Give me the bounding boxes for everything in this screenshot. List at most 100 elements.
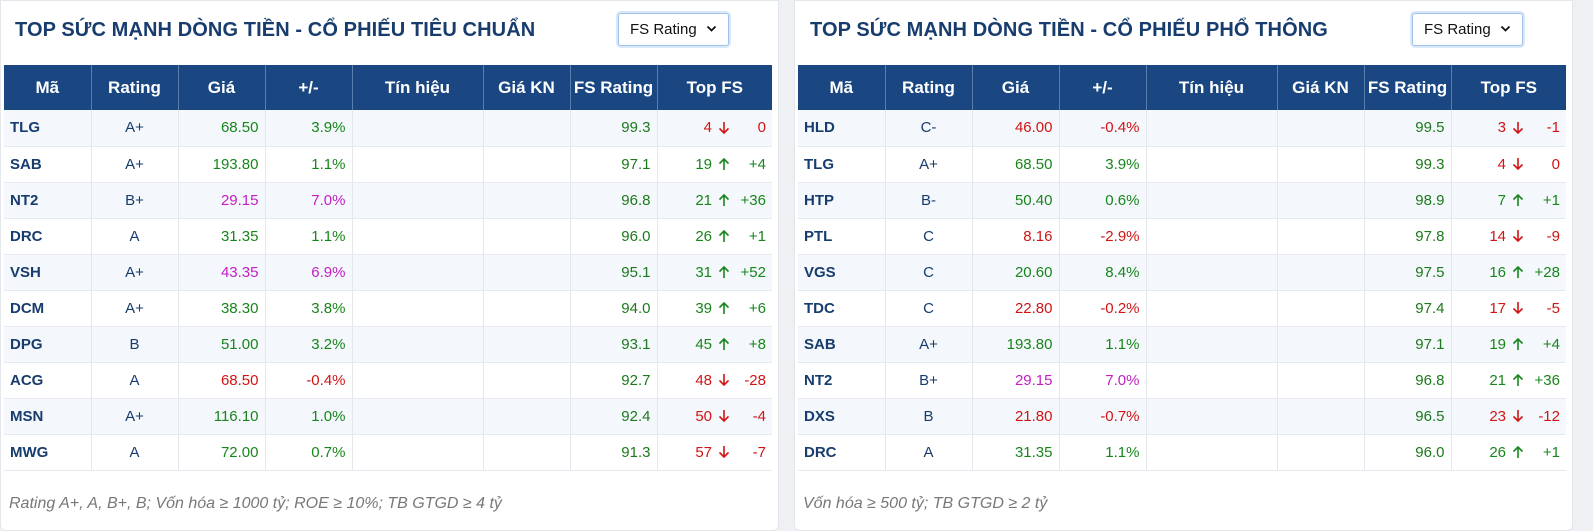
table-row[interactable]: SAB A+ 193.80 1.1% 97.1 19 +4 — [798, 326, 1566, 363]
stock-code[interactable]: SAB — [4, 146, 92, 183]
stock-code[interactable]: MSN — [4, 398, 92, 435]
col-header-rating[interactable]: Rating — [885, 65, 973, 110]
stock-price: 46.00 — [972, 110, 1060, 147]
table-row[interactable]: DRC A 31.35 1.1% 96.0 26 +1 — [4, 218, 772, 255]
arrow-down-icon — [718, 374, 730, 387]
panel-standard-stocks: TOP SỨC MẠNH DÒNG TIỀN - CỔ PHIẾU TIÊU C… — [0, 0, 779, 531]
col-header-change[interactable]: +/- — [265, 65, 353, 110]
stock-code[interactable]: HLD — [798, 110, 886, 147]
stock-change: 8.4% — [1059, 254, 1147, 291]
stock-rating: A+ — [91, 110, 179, 147]
col-header-code[interactable]: Mã — [798, 65, 886, 110]
table-row[interactable]: NT2 B+ 29.15 7.0% 96.8 21 +36 — [798, 362, 1566, 399]
arrow-up-icon — [1512, 373, 1524, 386]
col-header-code[interactable]: Mã — [4, 65, 92, 110]
table-row[interactable]: DCM A+ 38.30 3.8% 94.0 39 +6 — [4, 290, 772, 327]
stock-change: 0.7% — [265, 434, 353, 471]
stock-code[interactable]: DPG — [4, 326, 92, 363]
stock-top-fs: 19 +4 — [657, 146, 772, 183]
table-row[interactable]: TLG A+ 68.50 3.9% 99.3 4 0 — [4, 110, 772, 147]
stock-top-fs: 31 +52 — [657, 254, 772, 291]
stock-change: 1.1% — [1059, 326, 1147, 363]
top-fs-rank: 14 — [1489, 227, 1506, 245]
stock-code[interactable]: DXS — [798, 398, 886, 435]
top-fs-delta: +6 — [748, 299, 766, 317]
col-header-price[interactable]: Giá — [972, 65, 1060, 110]
sort-select[interactable]: FS Rating — [618, 13, 729, 46]
stock-code[interactable]: ACG — [4, 362, 92, 399]
col-header-signal[interactable]: Tín hiệu — [352, 65, 484, 110]
stock-code[interactable]: NT2 — [798, 362, 886, 399]
table-row[interactable]: VGS C 20.60 8.4% 97.5 16 +28 — [798, 254, 1566, 291]
col-header-signal[interactable]: Tín hiệu — [1146, 65, 1278, 110]
top-fs-rank: 45 — [695, 335, 712, 353]
col-header-breakout-price[interactable]: Giá KN — [483, 65, 571, 110]
table-row[interactable]: DXS B 21.80 -0.7% 96.5 23 -12 — [798, 398, 1566, 435]
top-fs-delta: +1 — [1542, 443, 1560, 461]
stock-code[interactable]: SAB — [798, 326, 886, 363]
stock-code[interactable]: PTL — [798, 218, 886, 255]
stock-code[interactable]: VGS — [798, 254, 886, 291]
stock-change: -0.4% — [265, 362, 353, 399]
table-row[interactable]: DRC A 31.35 1.1% 96.0 26 +1 — [798, 434, 1566, 471]
stock-signal — [1146, 182, 1278, 219]
arrow-down-icon — [1512, 121, 1524, 134]
stock-signal — [1146, 218, 1278, 255]
table-row[interactable]: TLG A+ 68.50 3.9% 99.3 4 0 — [798, 146, 1566, 183]
top-fs-rank: 39 — [695, 299, 712, 317]
stock-breakout-price — [1277, 182, 1365, 219]
stock-code[interactable]: HTP — [798, 182, 886, 219]
stock-code[interactable]: TLG — [4, 110, 92, 147]
arrow-up-icon — [718, 157, 730, 170]
col-header-top-fs[interactable]: Top FS — [1451, 65, 1566, 110]
stock-rating: B — [885, 398, 973, 435]
col-header-price[interactable]: Giá — [178, 65, 266, 110]
table-row[interactable]: PTL C 8.16 -2.9% 97.8 14 -9 — [798, 218, 1566, 255]
table-row[interactable]: DPG B 51.00 3.2% 93.1 45 +8 — [4, 326, 772, 363]
top-fs-rank: 7 — [1497, 191, 1506, 209]
col-header-top-fs[interactable]: Top FS — [657, 65, 772, 110]
stock-change: 3.8% — [265, 290, 353, 327]
stock-fs-rating: 92.4 — [570, 398, 658, 435]
stock-code[interactable]: DRC — [4, 218, 92, 255]
table-row[interactable]: HTP B- 50.40 0.6% 98.9 7 +1 — [798, 182, 1566, 219]
top-fs-rank: 26 — [1489, 443, 1506, 461]
top-fs-delta: -4 — [752, 407, 766, 425]
stock-table: Mã Rating Giá +/- Tín hiệu Giá KN FS Rat… — [4, 65, 772, 471]
stock-top-fs: 17 -5 — [1451, 290, 1566, 327]
top-fs-rank: 21 — [1489, 371, 1506, 389]
table-row[interactable]: TDC C 22.80 -0.2% 97.4 17 -5 — [798, 290, 1566, 327]
top-fs-delta: 0 — [1551, 155, 1560, 173]
stock-top-fs: 48 -28 — [657, 362, 772, 399]
table-row[interactable]: ACG A 68.50 -0.4% 92.7 48 -28 — [4, 362, 772, 399]
stock-breakout-price — [483, 290, 571, 327]
table-row[interactable]: VSH A+ 43.35 6.9% 95.1 31 +52 — [4, 254, 772, 291]
stock-code[interactable]: DCM — [4, 290, 92, 327]
table-row[interactable]: MSN A+ 116.10 1.0% 92.4 50 -4 — [4, 398, 772, 435]
table-row[interactable]: NT2 B+ 29.15 7.0% 96.8 21 +36 — [4, 182, 772, 219]
stock-rating: C- — [885, 110, 973, 147]
col-header-fs-rating[interactable]: FS Rating — [570, 65, 658, 110]
arrow-up-icon — [718, 229, 730, 242]
col-header-rating[interactable]: Rating — [91, 65, 179, 110]
top-fs-delta: -1 — [1546, 119, 1560, 137]
sort-select[interactable]: FS Rating — [1412, 13, 1523, 46]
stock-signal — [1146, 434, 1278, 471]
stock-code[interactable]: TDC — [798, 290, 886, 327]
col-header-fs-rating[interactable]: FS Rating — [1364, 65, 1452, 110]
col-header-breakout-price[interactable]: Giá KN — [1277, 65, 1365, 110]
table-row[interactable]: SAB A+ 193.80 1.1% 97.1 19 +4 — [4, 146, 772, 183]
table-row[interactable]: MWG A 72.00 0.7% 91.3 57 -7 — [4, 434, 772, 471]
stock-breakout-price — [1277, 326, 1365, 363]
stock-price: 68.50 — [972, 146, 1060, 183]
table-row[interactable]: HLD C- 46.00 -0.4% 99.5 3 -1 — [798, 110, 1566, 147]
stock-code[interactable]: NT2 — [4, 182, 92, 219]
top-fs-delta: +52 — [740, 263, 766, 281]
stock-code[interactable]: TLG — [798, 146, 886, 183]
stock-breakout-price — [1277, 398, 1365, 435]
stock-fs-rating: 97.1 — [570, 146, 658, 183]
col-header-change[interactable]: +/- — [1059, 65, 1147, 110]
stock-code[interactable]: VSH — [4, 254, 92, 291]
stock-code[interactable]: DRC — [798, 434, 886, 471]
stock-code[interactable]: MWG — [4, 434, 92, 471]
